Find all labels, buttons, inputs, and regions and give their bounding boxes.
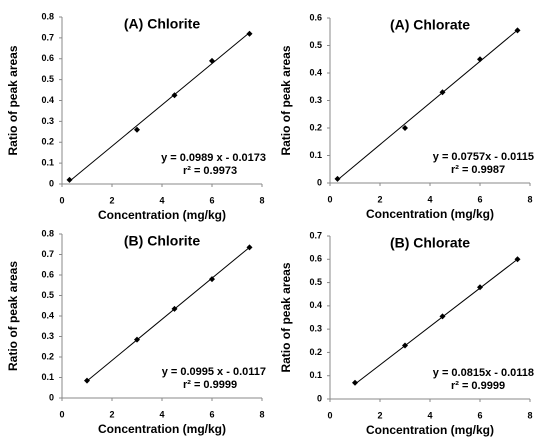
r-squared: r² = 0.9987 <box>451 164 505 176</box>
point <box>402 342 408 349</box>
y-tick-label: 0.1 <box>309 370 322 380</box>
point <box>514 27 521 34</box>
x-tick-label: 4 <box>159 195 164 205</box>
y-tick-label: 0.7 <box>41 249 54 259</box>
x-tick-label: 0 <box>327 410 332 420</box>
y-tick-label: 0.8 <box>41 228 54 238</box>
y-tick-label: 0.4 <box>41 95 54 105</box>
chart-title: (A) Chlorate <box>390 17 470 33</box>
x-axis-label: Concentration (mg/kg) <box>98 208 226 222</box>
point <box>477 56 483 63</box>
point <box>246 30 253 37</box>
x-tick-label: 0 <box>327 194 332 204</box>
y-tick-label: 0.6 <box>41 53 54 63</box>
x-tick-label: 2 <box>377 410 382 420</box>
y-axis-label: Ratio of peak areas <box>279 45 293 155</box>
y-tick-label: 0 <box>49 392 54 402</box>
y-tick-label: 0.7 <box>309 230 322 240</box>
point <box>209 276 215 283</box>
x-tick-label: 2 <box>109 195 114 205</box>
x-tick-label: 2 <box>109 409 114 419</box>
y-tick-label: 0.6 <box>309 12 322 22</box>
x-tick-label: 0 <box>59 195 64 205</box>
x-tick-label: 4 <box>159 409 164 419</box>
point <box>171 305 178 312</box>
point <box>402 125 408 131</box>
y-tick-label: 0.7 <box>41 32 54 42</box>
point <box>352 379 358 386</box>
point <box>66 176 73 183</box>
y-tick-label: 0.6 <box>41 269 54 279</box>
x-tick-label: 6 <box>209 409 214 419</box>
y-tick-label: 0.2 <box>309 347 322 357</box>
trendline <box>337 29 518 181</box>
point <box>134 336 140 343</box>
point <box>246 244 253 251</box>
y-tick-label: 0 <box>317 177 322 187</box>
y-axis-label: Ratio of peak areas <box>6 45 20 155</box>
y-tick-label: 0.5 <box>41 74 54 84</box>
y-tick-label: 0 <box>49 178 54 188</box>
chart-title: (B) Chlorite <box>124 233 200 249</box>
x-tick-label: 0 <box>59 409 64 419</box>
x-tick-label: 8 <box>527 410 532 420</box>
y-tick-label: 0 <box>317 393 322 403</box>
y-tick-label: 0.4 <box>41 310 54 320</box>
r-squared: r² = 0.9973 <box>183 165 237 177</box>
x-tick-label: 6 <box>477 410 482 420</box>
y-axis-label: Ratio of peak areas <box>6 261 20 371</box>
point <box>334 175 341 182</box>
y-axis-label: Ratio of peak areas <box>279 262 293 372</box>
point <box>477 284 483 291</box>
equation: y = 0.0995 x - 0.0117 <box>162 366 266 378</box>
y-tick-label: 0.1 <box>309 150 322 160</box>
point <box>439 89 446 96</box>
trendline <box>69 32 250 182</box>
x-tick-label: 8 <box>259 195 264 205</box>
y-tick-label: 0.2 <box>41 137 54 147</box>
y-tick-label: 0.8 <box>41 11 54 21</box>
point <box>84 377 90 384</box>
y-tick-label: 0.3 <box>41 116 54 126</box>
trendline <box>86 246 250 382</box>
x-tick-label: 6 <box>209 195 214 205</box>
y-tick-label: 0.2 <box>309 122 322 132</box>
y-tick-label: 0.4 <box>309 67 322 77</box>
chart-title: (B) Chlorate <box>390 235 470 251</box>
x-axis-label: Concentration (mg/kg) <box>98 422 226 436</box>
equation: y = 0.0989 x - 0.0173 <box>161 152 266 164</box>
x-axis-label: Concentration (mg/kg) <box>366 423 494 437</box>
y-tick-label: 0.1 <box>41 372 54 382</box>
chart-title: (A) Chlorite <box>124 16 200 32</box>
x-tick-label: 4 <box>427 194 432 204</box>
y-tick-label: 0.3 <box>309 95 322 105</box>
x-tick-label: 6 <box>477 194 482 204</box>
point <box>514 256 521 263</box>
y-tick-label: 0.2 <box>41 351 54 361</box>
y-tick-label: 0.4 <box>309 300 322 310</box>
point <box>439 313 446 320</box>
y-tick-label: 0.3 <box>41 331 54 341</box>
y-tick-label: 0.5 <box>309 277 322 287</box>
y-tick-label: 0.5 <box>309 40 322 50</box>
x-axis-label: Concentration (mg/kg) <box>366 207 494 221</box>
x-tick-label: 4 <box>427 410 432 420</box>
y-tick-label: 0.1 <box>41 158 54 168</box>
r-squared: r² = 0.9999 <box>451 380 505 392</box>
equation: y = 0.0757x - 0.0115 <box>433 151 534 163</box>
y-tick-label: 0.3 <box>309 324 322 334</box>
trendline <box>354 258 518 385</box>
r-squared: r² = 0.9999 <box>183 379 237 391</box>
x-tick-label: 2 <box>377 194 382 204</box>
y-tick-label: 0.6 <box>309 254 322 264</box>
x-tick-label: 8 <box>259 409 264 419</box>
point <box>209 57 215 64</box>
point <box>134 126 140 133</box>
point <box>171 92 178 99</box>
equation: y = 0.0815x - 0.0118 <box>433 367 534 379</box>
x-tick-label: 8 <box>527 194 532 204</box>
y-tick-label: 0.5 <box>41 290 54 300</box>
